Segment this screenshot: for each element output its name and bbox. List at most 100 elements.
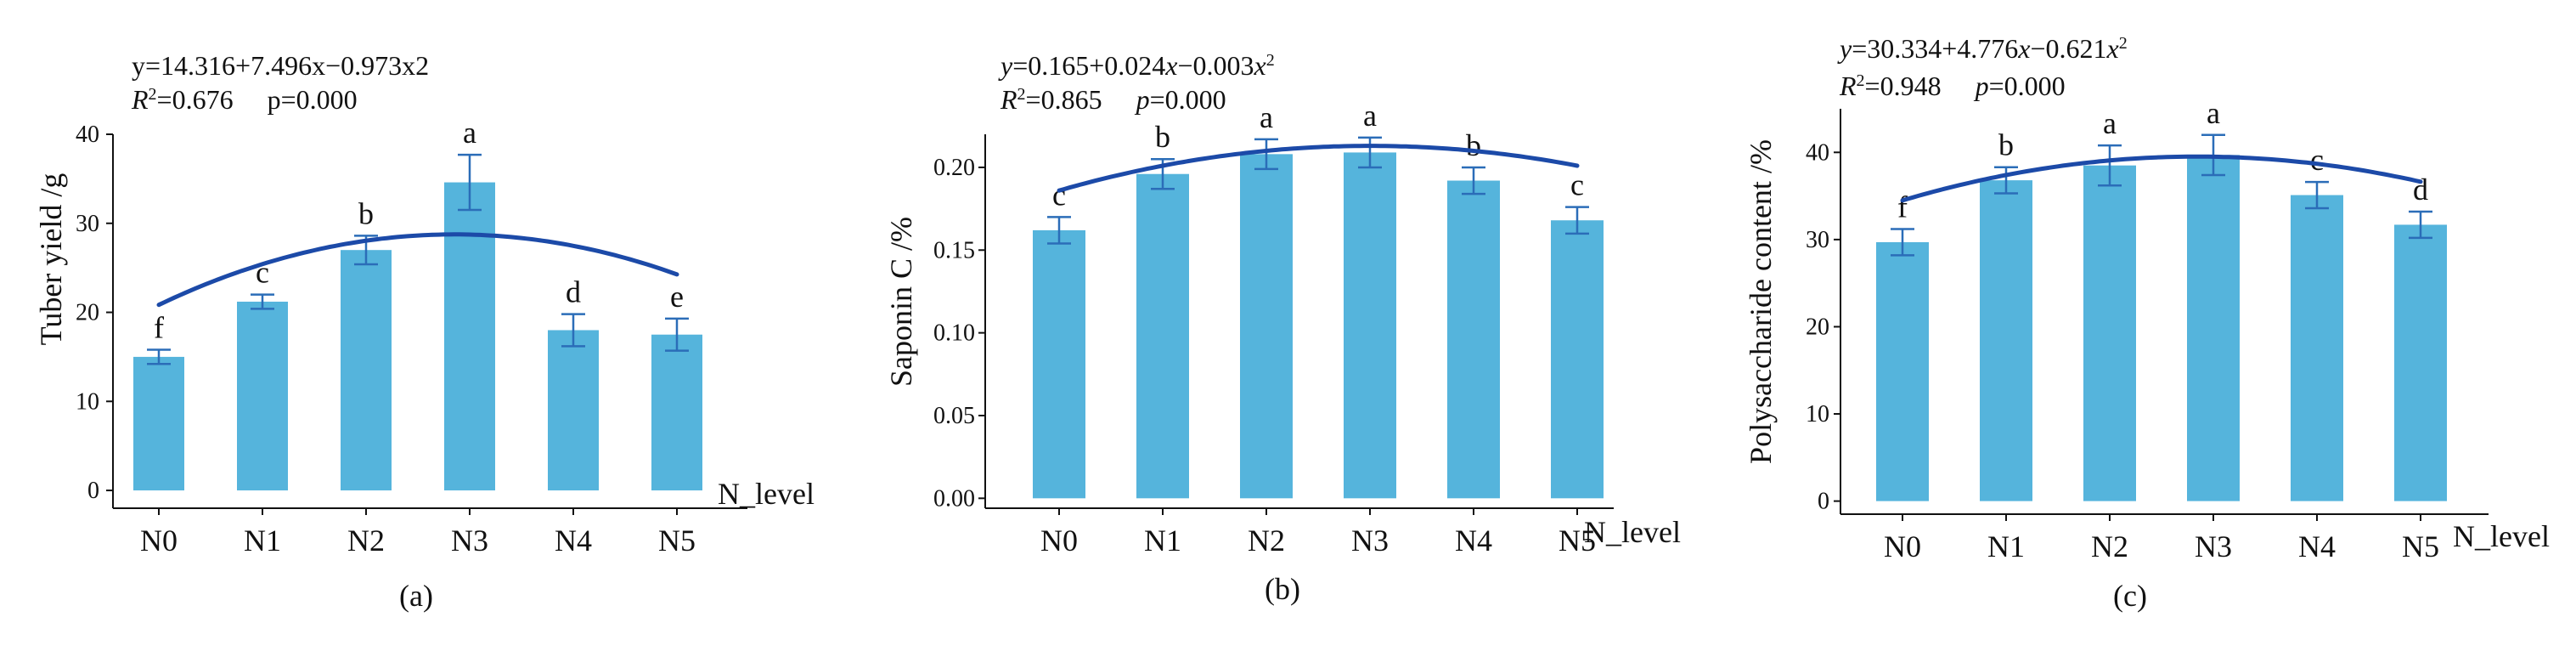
fit-curve-a — [156, 232, 679, 308]
bar-b-N4 — [1447, 180, 1500, 499]
r2-line-a: R2=0.676 p=0.000 — [131, 84, 358, 115]
y-axis-title-b: Saponin C /% — [884, 217, 918, 387]
r2-value-a: =0.676 — [157, 84, 234, 115]
sig-letter-b-N2: a — [1260, 100, 1273, 134]
fit-curve-c — [1900, 154, 2423, 203]
x-tick-label-c-N4: N4 — [2298, 529, 2336, 563]
bar-a-N3 — [444, 182, 495, 491]
bar-a-N2 — [341, 250, 392, 491]
bar-a-N1 — [237, 301, 288, 491]
p-value-b: =0.000 — [1150, 84, 1226, 115]
x-tick-label-a-N1: N1 — [244, 524, 281, 558]
panel-label-a: (a) — [399, 579, 433, 613]
sig-letter-b-N4: b — [1466, 128, 1481, 162]
p-label-a: p — [268, 84, 281, 115]
sig-letter-a-N0: f — [154, 311, 164, 345]
plot-area-c: 0 10 20 30 40 f N0 b N1 a N2 a N3 c N4 d N5 — [1806, 96, 2447, 563]
plot-area-b: 0.00 0.05 0.10 0.15 0.20 c N0 b N1 a N2 a N3 b N4 c N5 — [933, 99, 1604, 558]
sig-letter-c-N3: a — [2207, 96, 2220, 130]
eq-c-x1: x — [2017, 33, 2030, 64]
sig-letter-b-N0: c — [1052, 178, 1066, 212]
sig-letter-c-N5: d — [2413, 173, 2428, 207]
bar-a-N4 — [548, 330, 599, 491]
bar-b-N2 — [1240, 154, 1293, 499]
r2-label-a: R — [131, 84, 149, 115]
bar-c-N1 — [1980, 180, 2032, 501]
eq-b-x2: x — [1254, 50, 1266, 81]
sig-letter-c-N0: f — [1897, 190, 1908, 224]
y-axis-title-a: Tuber yield /g — [34, 173, 68, 346]
eq-b-x1: x — [1164, 50, 1177, 81]
sig-letter-b-N5: c — [1570, 168, 1584, 202]
eq-c-coef2: −0.621 — [2031, 33, 2107, 64]
r2-sup-c: 2 — [1857, 71, 1865, 90]
bar-b-N3 — [1344, 152, 1396, 499]
sig-letter-b-N1: b — [1155, 120, 1170, 154]
r2-value-c: =0.948 — [1865, 71, 1942, 101]
y-tick-label-a: 30 — [76, 211, 99, 237]
eq-c-sup: 2 — [2119, 34, 2128, 53]
y-tick-label-a: 10 — [76, 388, 99, 415]
bar-a-N0 — [133, 356, 184, 491]
sig-letter-a-N5: e — [670, 280, 684, 314]
r2-value-b: =0.865 — [1026, 84, 1102, 115]
r2-sup-b: 2 — [1017, 85, 1026, 104]
y-tick-label-b: 0.10 — [933, 320, 975, 347]
x-tick-label-a-N4: N4 — [555, 524, 592, 558]
panel-a: y=14.316+7.496x−0.973x2 R2=0.676 p=0.000 … — [34, 50, 815, 613]
eq-c-y: y — [1837, 33, 1852, 64]
sig-letter-c-N4: c — [2310, 143, 2324, 177]
x-axis-title-c: N_level — [2453, 519, 2550, 553]
eq-b-coef1: =0.165+0.024 — [1012, 50, 1165, 81]
y-tick-label-a: 40 — [76, 122, 99, 148]
y-tick-label-c: 30 — [1806, 227, 1829, 253]
panel-label-b: (b) — [1265, 572, 1300, 606]
panel-b: y=0.165+0.024x−0.003x2 R2=0.865 p=0.000 S… — [884, 50, 1681, 606]
x-tick-label-c-N0: N0 — [1884, 529, 1921, 563]
x-axis-title-b: N_level — [1584, 515, 1681, 549]
equation-a: y=14.316+7.496x−0.973x2 — [132, 50, 429, 81]
sig-letter-b-N3: a — [1363, 99, 1377, 133]
eq-b-sup: 2 — [1266, 51, 1275, 70]
p-label-b: p — [1135, 84, 1150, 115]
x-tick-label-a-N0: N0 — [140, 524, 178, 558]
r2-line-c: R2=0.948 p=0.000 — [1839, 71, 2066, 101]
r2-sup-a: 2 — [149, 85, 157, 104]
x-tick-label-b-N1: N1 — [1144, 524, 1181, 558]
x-tick-label-a-N3: N3 — [451, 524, 488, 558]
sig-letter-c-N1: b — [1998, 128, 2014, 162]
x-tick-label-b-N3: N3 — [1351, 524, 1389, 558]
y-tick-label-b: 0.20 — [933, 155, 975, 181]
x-tick-label-a-N5: N5 — [658, 524, 696, 558]
r2-label-c: R — [1839, 71, 1857, 101]
x-tick-label-c-N1: N1 — [1987, 529, 2025, 563]
sig-letter-a-N4: d — [566, 275, 581, 309]
bar-c-N2 — [2083, 165, 2136, 501]
x-tick-label-c-N2: N2 — [2091, 529, 2128, 563]
bar-a-N5 — [651, 334, 702, 491]
equation-b: y=0.165+0.024x−0.003x2 — [998, 50, 1275, 81]
y-tick-label-b: 0.15 — [933, 237, 975, 263]
y-tick-label-a: 0 — [87, 478, 99, 504]
y-tick-label-c: 10 — [1806, 401, 1829, 427]
r2-line-b: R2=0.865 p=0.000 — [1000, 84, 1226, 115]
bar-c-N0 — [1876, 241, 1929, 501]
bar-c-N4 — [2291, 195, 2343, 501]
x-tick-label-b-N0: N0 — [1040, 524, 1078, 558]
y-axis-title-c: Polysaccharide content /% — [1744, 139, 1778, 464]
y-tick-label-c: 20 — [1806, 314, 1829, 340]
x-axis-title-a: N_level — [718, 477, 815, 511]
bar-b-N0 — [1033, 229, 1085, 499]
equation-c: y=30.334+4.776x−0.621x2 — [1837, 33, 2128, 64]
sig-letter-c-N2: a — [2103, 106, 2117, 140]
r2-label-b: R — [1000, 84, 1017, 115]
x-tick-label-b-N5: N5 — [1559, 524, 1596, 558]
sig-letter-a-N3: a — [463, 116, 476, 150]
p-label-c: p — [1974, 71, 1989, 101]
fit-curve-b — [1057, 144, 1580, 193]
eq-b-y: y — [998, 50, 1013, 81]
eq-b-coef2: −0.003 — [1178, 50, 1254, 81]
y-tick-label-b: 0.00 — [933, 485, 975, 512]
